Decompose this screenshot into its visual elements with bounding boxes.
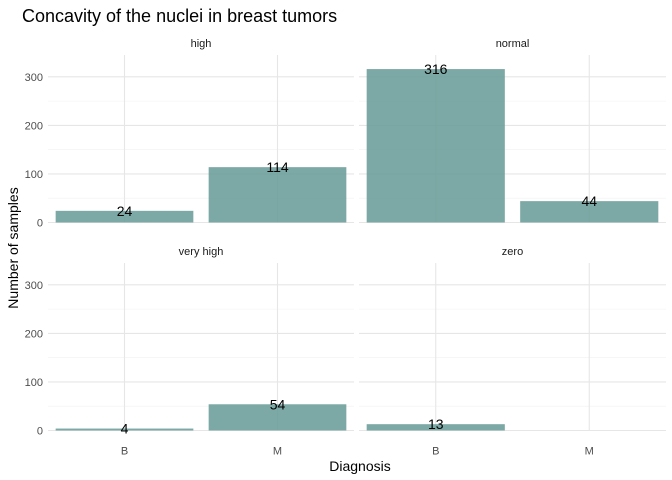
- x-tick-label: B: [121, 446, 128, 458]
- facet-strip-label: high: [191, 38, 212, 50]
- x-axis-title: Diagnosis: [329, 458, 390, 474]
- bar: [366, 424, 505, 431]
- facet-strip-label: normal: [496, 38, 530, 50]
- bar: [208, 167, 347, 223]
- bar-value-label: 114: [266, 159, 289, 175]
- bar: [366, 69, 505, 223]
- y-tick-label: 300: [25, 72, 43, 84]
- y-tick-label: 300: [25, 280, 43, 292]
- y-tick-label: 200: [25, 328, 43, 340]
- y-tick-label: 200: [25, 120, 43, 132]
- bar-value-label: 24: [117, 203, 133, 219]
- facet-panel: high 0 100 200 300 24 114: [25, 38, 354, 230]
- y-tick-label: 100: [25, 169, 43, 181]
- bar: [55, 428, 194, 431]
- facet-strip-label: very high: [179, 246, 224, 258]
- bar-value-label: 4: [121, 421, 129, 437]
- y-axis-title: Number of samples: [5, 187, 21, 308]
- bar: [208, 404, 347, 431]
- facet-panel: zero B M 13: [359, 246, 666, 458]
- facet-strip-label: zero: [502, 246, 523, 258]
- x-tick-label: M: [585, 446, 594, 458]
- bar-value-label: 54: [270, 396, 286, 412]
- bar-value-label: 44: [581, 193, 597, 209]
- bar-value-label: 13: [428, 416, 444, 432]
- facet-panel: very high 0 100 200 300 B M 4 54: [25, 246, 354, 458]
- y-tick-label: 0: [37, 426, 43, 438]
- x-tick-label: B: [432, 446, 439, 458]
- bar: [520, 201, 659, 223]
- y-tick-label: 0: [37, 218, 43, 230]
- bar: [55, 210, 194, 223]
- y-tick-label: 100: [25, 377, 43, 389]
- x-tick-label: M: [273, 446, 282, 458]
- facet-panel: normal 316 44: [359, 38, 666, 224]
- bar-value-label: 316: [424, 61, 448, 77]
- chart-title: Concavity of the nuclei in breast tumors: [22, 6, 337, 26]
- facet-panels: high 0 100 200 300 24 114 normal 316 44 very high 0…: [25, 38, 666, 458]
